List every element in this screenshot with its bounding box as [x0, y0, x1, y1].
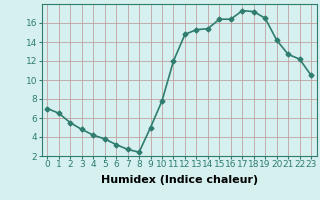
X-axis label: Humidex (Indice chaleur): Humidex (Indice chaleur) [100, 175, 258, 185]
